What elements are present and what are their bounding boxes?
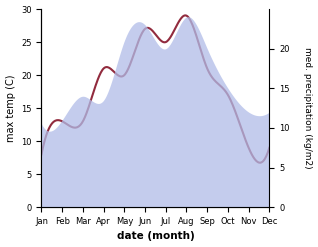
Y-axis label: max temp (C): max temp (C) [5, 74, 16, 142]
Y-axis label: med. precipitation (kg/m2): med. precipitation (kg/m2) [303, 47, 313, 169]
X-axis label: date (month): date (month) [116, 231, 194, 242]
